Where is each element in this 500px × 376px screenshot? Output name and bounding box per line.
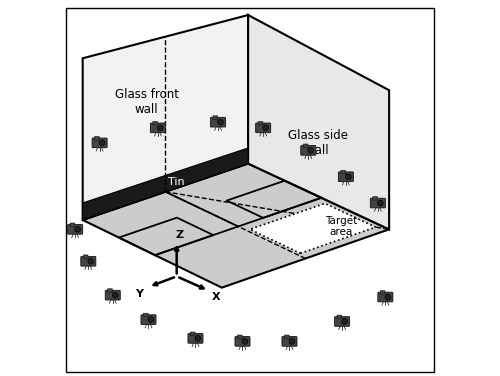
FancyBboxPatch shape (256, 123, 270, 133)
Circle shape (378, 200, 383, 206)
FancyBboxPatch shape (144, 313, 148, 317)
Circle shape (112, 292, 118, 298)
Circle shape (346, 174, 351, 180)
Circle shape (385, 294, 390, 300)
FancyBboxPatch shape (68, 224, 82, 234)
FancyBboxPatch shape (334, 317, 349, 326)
FancyBboxPatch shape (378, 292, 393, 302)
Text: Z: Z (176, 230, 184, 240)
Text: Glass side
wall: Glass side wall (288, 129, 348, 157)
Circle shape (263, 125, 268, 131)
Text: Tin: Tin (168, 177, 185, 187)
FancyBboxPatch shape (284, 335, 289, 338)
FancyBboxPatch shape (83, 255, 88, 258)
Text: X: X (212, 292, 220, 302)
FancyBboxPatch shape (81, 256, 96, 266)
Circle shape (195, 335, 201, 341)
Circle shape (75, 226, 80, 232)
FancyBboxPatch shape (70, 223, 75, 226)
Text: Target
area: Target area (325, 215, 357, 237)
Polygon shape (82, 148, 248, 220)
Polygon shape (82, 15, 248, 220)
FancyBboxPatch shape (380, 291, 385, 294)
FancyBboxPatch shape (282, 337, 297, 346)
Text: Y: Y (135, 289, 143, 299)
FancyBboxPatch shape (303, 144, 308, 147)
Circle shape (289, 338, 295, 344)
FancyBboxPatch shape (372, 197, 378, 200)
FancyBboxPatch shape (370, 198, 386, 208)
FancyBboxPatch shape (238, 335, 242, 338)
FancyBboxPatch shape (190, 332, 195, 335)
FancyBboxPatch shape (213, 116, 218, 119)
FancyBboxPatch shape (188, 334, 203, 343)
Text: Glass front
wall: Glass front wall (114, 88, 178, 115)
FancyBboxPatch shape (258, 121, 263, 125)
FancyBboxPatch shape (92, 138, 107, 148)
FancyBboxPatch shape (141, 315, 156, 324)
Circle shape (158, 125, 163, 131)
FancyBboxPatch shape (337, 315, 342, 318)
Circle shape (308, 147, 314, 153)
FancyBboxPatch shape (235, 337, 250, 346)
FancyBboxPatch shape (108, 289, 112, 292)
FancyBboxPatch shape (338, 172, 353, 182)
Circle shape (342, 318, 347, 324)
Polygon shape (250, 203, 376, 253)
FancyBboxPatch shape (105, 290, 120, 300)
Polygon shape (82, 164, 389, 288)
FancyBboxPatch shape (301, 146, 316, 155)
FancyBboxPatch shape (153, 121, 158, 125)
Circle shape (148, 317, 154, 323)
FancyBboxPatch shape (341, 170, 345, 174)
FancyBboxPatch shape (150, 123, 166, 133)
Circle shape (88, 258, 94, 264)
Circle shape (242, 338, 248, 344)
FancyBboxPatch shape (210, 117, 226, 127)
Circle shape (99, 140, 105, 146)
FancyBboxPatch shape (94, 136, 100, 140)
Polygon shape (248, 15, 389, 229)
Circle shape (218, 119, 224, 125)
